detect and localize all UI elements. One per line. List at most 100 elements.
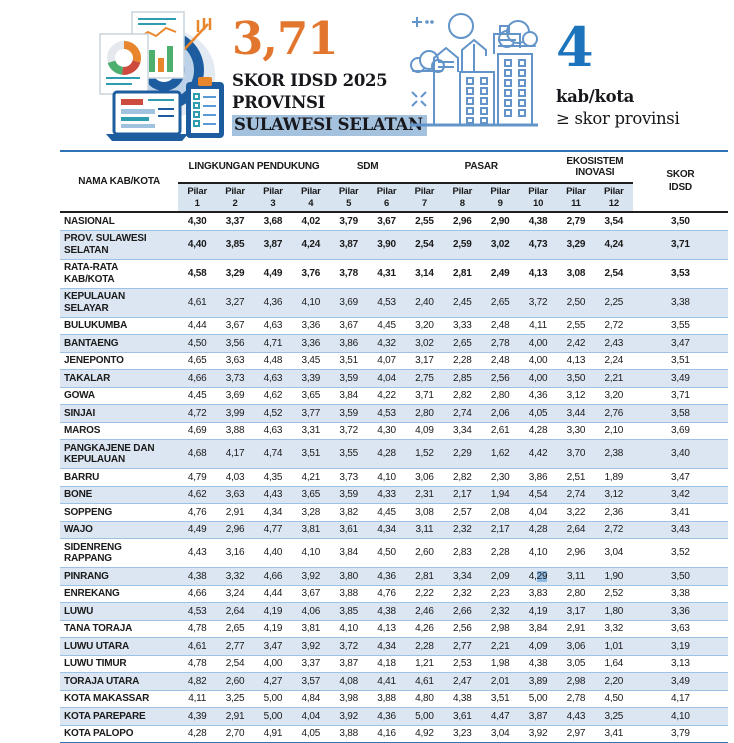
pillar-score-cell: 2,98	[557, 672, 595, 691]
pillar-score-cell: 3,02	[481, 230, 520, 260]
pillar-score-cell: 4,52	[253, 404, 292, 423]
pillar-score-cell: 3,87	[253, 230, 292, 260]
pillar-score-cell: 4,09	[405, 422, 444, 440]
pillar-score-cell: 2,49	[481, 259, 520, 289]
pillar-score-cell: 3,41	[594, 725, 633, 743]
pillar-score-cell: 4,63	[253, 369, 292, 388]
pillar-score-cell: 3,08	[405, 503, 444, 522]
region-name-cell: PANGKAJENE DAN KEPULAUAN	[60, 439, 179, 469]
pillar-score-cell: 4,77	[253, 521, 292, 539]
idsd-score-cell: 3,63	[632, 620, 728, 638]
pillar-score-cell: 2,17	[443, 486, 482, 504]
idsd-score-cell: 3,38	[632, 585, 728, 603]
pillar-score-cell: 3,02	[405, 334, 444, 353]
pillar-score-cell: 3,45	[291, 352, 330, 370]
pillar-score-cell: 3,05	[557, 655, 595, 673]
pillar-score-cell: 2,74	[443, 404, 482, 423]
pillar-score-cell: 3,61	[329, 521, 368, 539]
region-name-cell: MAROS	[60, 422, 179, 440]
pillar-score-cell: 3,06	[405, 468, 444, 487]
region-name-cell: PROV. SULAWESI SELATAN	[60, 230, 179, 260]
pillar-score-cell: 3,65	[291, 486, 330, 504]
pillar-score-cell: 3,33	[443, 317, 482, 335]
pillar-score-cell: 2,78	[481, 334, 520, 353]
table-row: TORAJA UTARA 4,82 2,60 4,27 3,57 4,08 4,41 4,61…	[60, 672, 728, 691]
pillar-score-cell: 4,50	[178, 334, 217, 353]
pillar-score-cell: 3,32	[216, 567, 254, 586]
table-row: KOTA MAKASSAR 4,11 3,25 5,00 4,84 3,98 3,88 4,8…	[60, 690, 728, 708]
pillar-score-cell: 3,36	[291, 334, 330, 353]
pillar-score-cell: 2,45	[443, 288, 482, 318]
pillar-score-cell: 4,38	[367, 602, 406, 621]
pillar-score-cell: 4,13	[557, 352, 595, 370]
pillar-score-cell: 2,90	[481, 212, 520, 231]
pillar-score-cell: 2,59	[443, 230, 482, 260]
pillar-score-cell: 3,29	[557, 230, 595, 260]
score-caption-line2: PROVINSI	[232, 93, 326, 112]
pillar-score-cell: 3,24	[216, 585, 254, 603]
pillar-header: Pilar 1	[178, 182, 217, 213]
pillar-score-cell: 2,17	[481, 521, 520, 539]
region-name-cell: LUWU	[60, 602, 179, 621]
pillar-score-cell: 3,84	[329, 387, 368, 405]
pillar-score-cell: 4,04	[367, 369, 406, 388]
idsd-score-cell: 3,19	[632, 637, 728, 656]
pillar-score-cell: 2,43	[594, 334, 633, 353]
pillar-score-cell: 3,72	[519, 288, 558, 318]
pillar-score-cell: 4,11	[178, 690, 217, 708]
pillar-score-cell: 2,01	[481, 672, 520, 691]
table-row: PINRANG 4,38 3,32 4,66 3,92 3,80 4,36 2,81 3,34 2…	[60, 567, 728, 586]
pillar-header: Pilar 8	[443, 182, 482, 213]
pillar-score-cell: 2,98	[481, 620, 520, 638]
header: 3,71 SKOR IDSD 2025 PROVINSI SULAWESI SE…	[0, 0, 734, 150]
pillar-score-cell: 4,38	[519, 655, 558, 673]
pillar-score-cell: 1,64	[594, 655, 633, 673]
pillar-score-cell: 2,70	[216, 725, 254, 743]
pillar-score-cell: 2,56	[443, 620, 482, 638]
pillar-score-cell: 3,79	[329, 212, 368, 231]
pillar-score-cell: 3,51	[291, 439, 330, 469]
city-illustration-svg	[410, 13, 538, 127]
idsd-score-cell: 3,51	[632, 352, 728, 370]
table-row: PANGKAJENE DAN KEPULAUAN 4,68 4,17 4,74 3,51…	[60, 439, 728, 469]
pillar-score-cell: 4,31	[367, 259, 406, 289]
idsd-score-cell: 3,41	[632, 503, 728, 522]
pillar-header: Pilar 4	[291, 182, 330, 213]
pillar-score-cell: 4,49	[253, 259, 292, 289]
building-lined-icon	[493, 25, 521, 54]
pillar-score-cell: 2,20	[594, 672, 633, 691]
pillar-score-cell: 3,20	[594, 387, 633, 405]
pillar-score-cell: 3,11	[405, 521, 444, 539]
pillar-score-cell: 2,30	[481, 468, 520, 487]
pillar-score-cell: 4,04	[291, 707, 330, 726]
pillar-score-cell: 4,00	[519, 352, 558, 370]
region-name-cell: LUWU TIMUR	[60, 655, 179, 673]
pillar-score-cell: 4,44	[253, 585, 292, 603]
pillar-group-header: LINGKUNGAN PENDUKUNG	[178, 151, 330, 184]
region-name-cell: TAKALAR	[60, 369, 179, 388]
pillar-score-cell: 3,77	[291, 404, 330, 423]
pillar-score-cell: 2,76	[594, 404, 633, 423]
pillar-score-cell: 4,66	[178, 585, 217, 603]
pillar-score-cell: 4,61	[405, 672, 444, 691]
pillar-score-cell: 3,12	[557, 387, 595, 405]
building-front-right-icon	[497, 53, 533, 126]
pillar-score-cell: 2,64	[216, 602, 254, 621]
pillar-score-cell: 4,28	[367, 439, 406, 469]
pillar-score-cell: 2,80	[405, 404, 444, 423]
table-row: LUWU TIMUR 4,78 2,54 4,00 3,37 3,87 4,18 1,21 2,…	[60, 655, 728, 673]
pillar-score-cell: 3,92	[519, 725, 558, 743]
idsd-score-cell: 3,47	[632, 468, 728, 487]
table-body: NASIONAL 4,30 3,37 3,68 4,02 3,79 3,67 2,55 2,96…	[60, 212, 728, 743]
donut-chart-document-icon	[99, 33, 149, 95]
pillar-score-cell: 3,69	[216, 387, 254, 405]
pillar-score-cell: 4,41	[367, 672, 406, 691]
table-row: LUWU 4,53 2,64 4,19 4,06 3,85 4,38 2,46 2,66 2,32…	[60, 602, 728, 621]
pillar-score-cell: 4,79	[178, 468, 217, 487]
pillar-score-cell: 4,91	[253, 725, 292, 743]
pillar-score-cell: 2,65	[216, 620, 254, 638]
pillar-score-cell: 2,65	[443, 334, 482, 353]
pillar-score-cell: 4,16	[367, 725, 406, 743]
pillar-score-cell: 2,50	[557, 288, 595, 318]
pillar-score-cell: 3,85	[329, 602, 368, 621]
